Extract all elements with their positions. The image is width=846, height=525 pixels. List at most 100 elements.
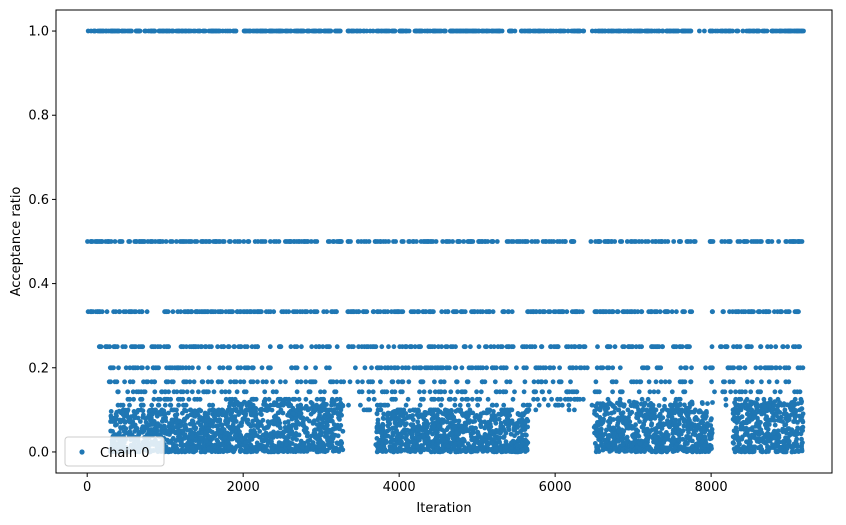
- data-point: [152, 28, 158, 34]
- data-point: [205, 418, 211, 424]
- data-point: [607, 448, 613, 453]
- data-point: [272, 417, 278, 422]
- data-point: [108, 379, 113, 385]
- data-point: [186, 396, 192, 402]
- data-point: [431, 309, 436, 315]
- data-point: [459, 396, 465, 402]
- data-point: [142, 389, 148, 395]
- data-point: [209, 429, 215, 435]
- data-point: [612, 431, 617, 436]
- data-point: [334, 344, 340, 350]
- data-point: [303, 379, 309, 385]
- data-point: [433, 429, 438, 434]
- data-point: [176, 429, 182, 435]
- data-point: [797, 389, 803, 395]
- data-point: [403, 402, 409, 408]
- data-point: [241, 239, 247, 244]
- data-point: [638, 379, 644, 385]
- data-point: [234, 438, 240, 443]
- data-point: [228, 435, 234, 440]
- data-point: [286, 423, 292, 429]
- data-point: [631, 425, 636, 431]
- data-point: [636, 389, 642, 395]
- data-point: [99, 309, 105, 315]
- data-point: [445, 443, 451, 449]
- data-point: [370, 389, 376, 395]
- data-point: [166, 410, 171, 416]
- data-point: [271, 309, 277, 315]
- data-point: [406, 379, 412, 385]
- data-point: [501, 434, 507, 439]
- data-point: [298, 407, 303, 413]
- data-point: [617, 365, 623, 371]
- data-point: [114, 379, 120, 385]
- data-point: [427, 389, 433, 395]
- data-point: [737, 239, 743, 244]
- data-point: [184, 344, 189, 350]
- data-point: [430, 411, 436, 417]
- data-point: [466, 420, 472, 425]
- data-point: [230, 426, 236, 431]
- data-point: [709, 344, 715, 350]
- data-point: [283, 379, 288, 385]
- data-point: [320, 344, 326, 350]
- data-point: [269, 446, 275, 451]
- data-point: [139, 309, 145, 315]
- data-point: [380, 415, 386, 421]
- data-point: [165, 429, 171, 434]
- data-point: [175, 449, 181, 455]
- data-point: [215, 344, 221, 350]
- data-point: [545, 402, 551, 408]
- data-point: [466, 444, 472, 450]
- data-point: [524, 365, 529, 371]
- data-point: [223, 389, 228, 395]
- data-point: [524, 432, 529, 438]
- data-point: [135, 365, 141, 371]
- data-point: [335, 441, 341, 446]
- data-point: [280, 433, 286, 439]
- data-point: [777, 389, 783, 395]
- data-point: [226, 344, 232, 350]
- data-point: [245, 365, 251, 371]
- data-point: [161, 408, 167, 414]
- data-point: [632, 437, 638, 443]
- data-point: [615, 400, 620, 406]
- data-point: [398, 409, 404, 415]
- data-point: [366, 239, 372, 244]
- data-point: [362, 365, 368, 371]
- data-point: [573, 365, 579, 371]
- data-point: [322, 389, 327, 395]
- data-point: [490, 402, 496, 408]
- data-point: [769, 239, 775, 244]
- data-point: [207, 434, 213, 440]
- data-point: [366, 389, 372, 395]
- data-point: [351, 344, 356, 350]
- data-point: [753, 365, 759, 371]
- data-point: [661, 440, 667, 445]
- data-point: [503, 365, 509, 371]
- data-point: [420, 443, 425, 449]
- data-point: [366, 396, 372, 402]
- data-point: [764, 28, 770, 34]
- data-point: [178, 423, 184, 428]
- data-point: [286, 433, 291, 438]
- data-point: [507, 379, 513, 385]
- data-point: [645, 446, 651, 451]
- data-point: [509, 309, 515, 315]
- data-point: [334, 309, 339, 315]
- data-point: [669, 414, 675, 420]
- data-point: [130, 389, 136, 395]
- data-point: [610, 309, 616, 315]
- data-point: [199, 344, 205, 350]
- data-point: [425, 421, 431, 427]
- data-point: [498, 423, 504, 429]
- data-point: [134, 426, 140, 431]
- data-point: [737, 365, 743, 371]
- data-point: [309, 344, 315, 350]
- data-point: [293, 443, 298, 448]
- data-point: [645, 396, 651, 402]
- data-point: [250, 365, 256, 371]
- data-point: [347, 379, 353, 385]
- data-point: [558, 396, 563, 402]
- data-point: [156, 365, 162, 371]
